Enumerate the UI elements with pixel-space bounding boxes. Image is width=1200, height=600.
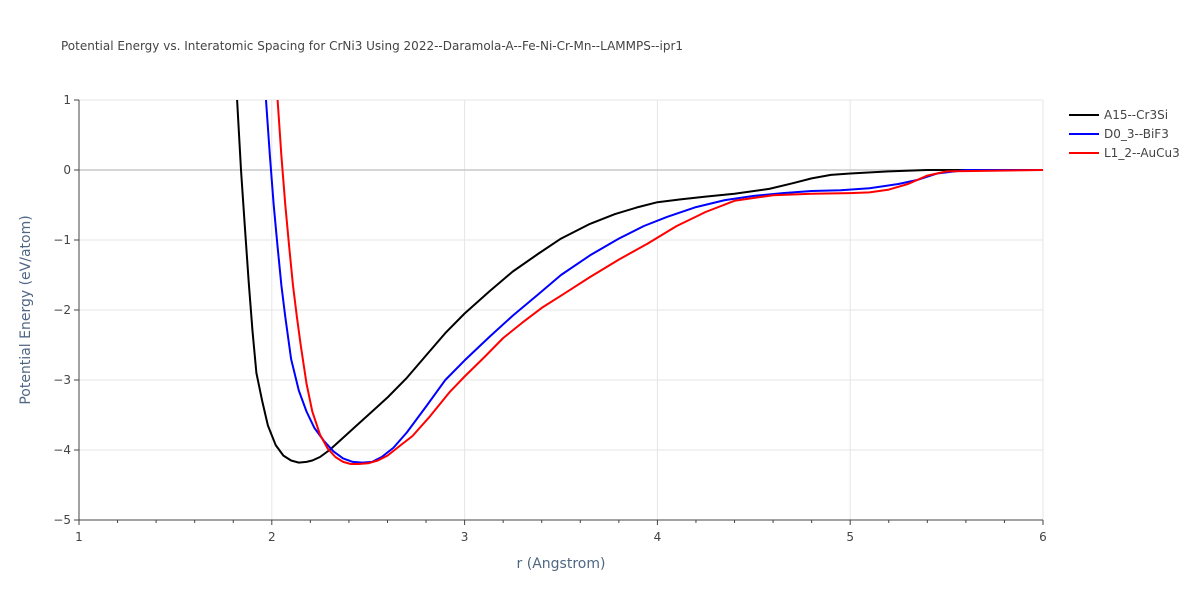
y-axis-title: Potential Energy (eV/atom)	[18, 215, 34, 404]
x-tick-label: 6	[1039, 530, 1047, 544]
series-line-a15-cr3si	[236, 100, 1043, 464]
y-tick-label: −2	[53, 303, 71, 317]
y-tick-label: 1	[63, 93, 71, 107]
y-tick-label: 0	[63, 163, 71, 177]
y-tick-label: −1	[53, 233, 71, 247]
y-tick-label: −5	[53, 513, 71, 527]
x-tick-labels: 1 2 3 4 5 6	[75, 530, 1047, 544]
axes	[74, 99, 1044, 525]
series-line-d0-3-bif3	[265, 100, 1043, 464]
y-tick-labels: −5 −4 −3 −2 −1 0 1	[53, 93, 71, 527]
legend-label: D0_3--BiF3	[1104, 127, 1169, 141]
legend-label: A15--Cr3Si	[1104, 108, 1168, 122]
y-tick-label: −4	[53, 443, 71, 457]
y-tick-label: −3	[53, 373, 71, 387]
legend-label: L1_2--AuCu3	[1104, 146, 1180, 160]
series-line-l1-2-aucu3	[276, 100, 1043, 465]
series-lines	[236, 100, 1043, 465]
x-tick-label: 4	[654, 530, 662, 544]
x-axis-title: r (Angstrom)	[517, 556, 606, 572]
legend: A15--Cr3Si D0_3--BiF3 L1_2--AuCu3	[1069, 108, 1180, 160]
x-tick-label: 3	[461, 530, 469, 544]
x-tick-label: 1	[75, 530, 83, 544]
x-tick-label: 5	[846, 530, 854, 544]
chart-title: Potential Energy vs. Interatomic Spacing…	[61, 39, 683, 53]
x-tick-label: 2	[268, 530, 276, 544]
grid-lines	[79, 99, 1044, 520]
